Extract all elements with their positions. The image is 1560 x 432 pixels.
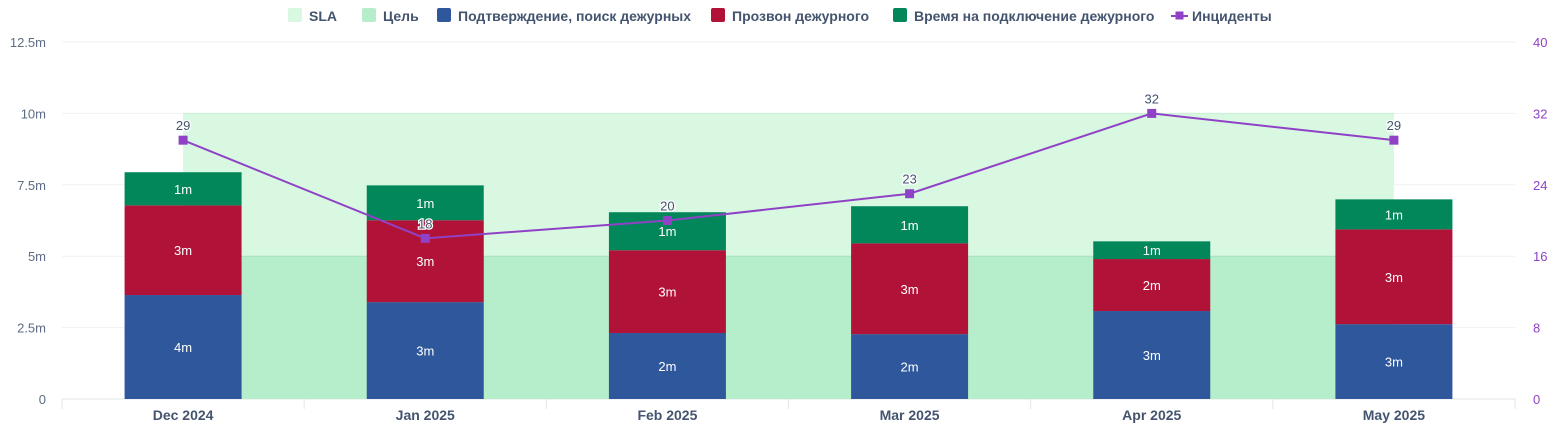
bar-segment — [124, 172, 242, 206]
y-tick-label: 10m — [21, 106, 46, 121]
bar-label: 3m — [658, 285, 676, 300]
incidents-label: 20 — [660, 199, 674, 214]
x-tick-label: Mar 2025 — [880, 407, 940, 423]
x-tick-label: Feb 2025 — [637, 407, 697, 423]
incidents-marker — [905, 189, 915, 199]
bar-segment — [851, 243, 969, 335]
bar-segment — [124, 295, 242, 399]
bar-segment — [366, 302, 484, 399]
y2-tick-label: 32 — [1533, 106, 1547, 121]
incidents-marker — [1389, 135, 1399, 145]
bar-label: 1m — [1143, 243, 1161, 258]
x-tick-label: Apr 2025 — [1122, 407, 1181, 423]
y-tick-label: 5m — [28, 249, 46, 264]
bar-label: 3m — [174, 243, 192, 258]
bar-segment — [1093, 241, 1211, 260]
bar-label: 3m — [1385, 355, 1403, 370]
legend-item[interactable]: SLA — [309, 8, 337, 24]
y-tick-label: 0 — [39, 392, 46, 407]
bar-label: 3m — [416, 344, 434, 359]
bar-label: 3m — [901, 282, 919, 297]
bar-segment — [1335, 229, 1453, 325]
incidents-label: 32 — [1145, 91, 1159, 106]
bar-label: 3m — [1143, 348, 1161, 363]
incidents-label: 29 — [1387, 118, 1401, 133]
incidents-line — [182, 112, 1395, 240]
area-target — [183, 256, 1394, 399]
y-tick-label: 2.5m — [17, 321, 46, 336]
legend-item[interactable]: Подтверждение, поиск дежурных — [458, 8, 691, 24]
bar-segment — [366, 185, 484, 221]
legend-swatch-icon — [362, 8, 376, 22]
legend-swatch-icon — [893, 8, 907, 22]
legend-item[interactable]: Цель — [383, 8, 419, 24]
legend-item[interactable]: Прозвон дежурного — [732, 8, 869, 24]
x-tick-label: May 2025 — [1363, 407, 1425, 423]
incidents-label: 23 — [902, 172, 916, 187]
y-tick-label: 7.5m — [17, 178, 46, 193]
bar-segment — [1335, 199, 1453, 230]
x-tick-label: Jan 2025 — [396, 407, 455, 423]
y2-tick-label: 0 — [1533, 392, 1540, 407]
bar-label: 1m — [416, 196, 434, 211]
incidents-label: 18 — [418, 216, 432, 231]
incidents-marker — [1147, 108, 1157, 118]
bar-label: 1m — [174, 182, 192, 197]
bar-label: 4m — [174, 340, 192, 355]
y2-tick-label: 40 — [1533, 35, 1547, 50]
y-tick-label: 12.5m — [10, 35, 46, 50]
bar-segment — [851, 334, 969, 399]
incidents-marker — [178, 135, 188, 145]
legend-marker-icon — [1175, 11, 1184, 20]
incidents-marker — [662, 216, 672, 225]
bar-label: 3m — [1385, 270, 1403, 285]
incidents-marker — [420, 233, 430, 243]
bar-segment — [124, 205, 242, 296]
bar-segment — [1093, 311, 1211, 399]
bar-segment — [1093, 259, 1211, 312]
bar-label: 1m — [658, 224, 676, 239]
legend-item[interactable]: Время на подключение дежурного — [914, 8, 1154, 24]
bar-label: 1m — [901, 218, 919, 233]
bar-segment — [608, 250, 726, 334]
y2-tick-label: 8 — [1533, 321, 1540, 336]
bar-label: 3m — [416, 254, 434, 269]
legend-swatch-icon — [437, 8, 451, 22]
incidents-label: 29 — [176, 118, 190, 133]
y2-tick-label: 24 — [1533, 178, 1547, 193]
bar-segment — [851, 206, 969, 244]
bar-segment — [608, 333, 726, 399]
bar-label: 1m — [1385, 207, 1403, 222]
bar-label: 2m — [658, 359, 676, 374]
bar-label: 2m — [901, 360, 919, 375]
y2-tick-label: 16 — [1533, 249, 1547, 264]
legend-swatch-icon — [288, 8, 302, 22]
legend-swatch-icon — [711, 8, 725, 22]
x-tick-label: Dec 2024 — [153, 407, 214, 423]
bar-label: 2m — [1143, 278, 1161, 293]
legend-item[interactable]: Инциденты — [1192, 8, 1272, 24]
bar-segment — [1335, 324, 1453, 399]
